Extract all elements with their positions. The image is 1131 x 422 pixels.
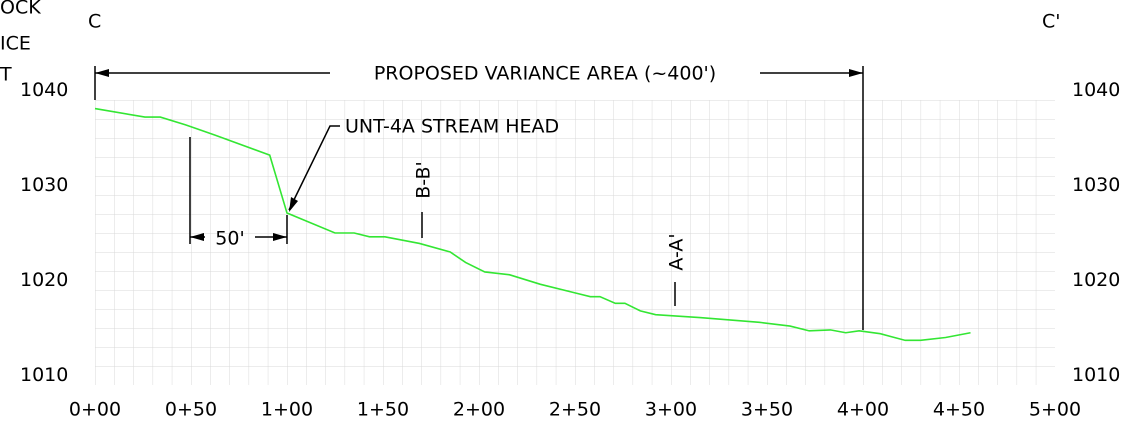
y-tick-label-right: 1030	[1072, 174, 1120, 196]
y-tick-label: 1030	[20, 174, 68, 196]
x-tick-label: 2+50	[549, 399, 601, 421]
x-tick-label: 2+00	[453, 399, 505, 421]
x-tick-label: 1+00	[261, 399, 313, 421]
section-marker: A-A'	[666, 233, 688, 306]
y-tick-label-right: 1020	[1072, 269, 1120, 291]
annotation: OCK	[0, 0, 41, 19]
x-tick-label: 5+00	[1029, 399, 1081, 421]
x-tick-label: 4+50	[933, 399, 985, 421]
y-tick-label: 1010	[20, 364, 68, 386]
annotation: 50'	[215, 228, 244, 250]
annotation: UNT-4A STREAM HEAD	[345, 116, 559, 138]
section-marker: B-B'	[413, 161, 435, 238]
section-label: C'	[1042, 11, 1061, 33]
cut-off-label: OCK ICE T	[0, 0, 41, 86]
annotation: A-A'	[666, 233, 688, 270]
annotation: PROPOSED VARIANCE AREA (~400')	[374, 63, 716, 85]
x-tick-label: 0+50	[165, 399, 217, 421]
section-label: C	[88, 11, 101, 33]
y-tick-label: 1020	[20, 269, 68, 291]
x-tick-label: 1+50	[357, 399, 409, 421]
fifty-foot-dimension: 50'	[189, 137, 288, 250]
annotation: ICE	[0, 33, 31, 55]
annotation: T	[0, 64, 12, 86]
y-tick-label-right: 1040	[1072, 79, 1120, 101]
x-tick-label: 3+50	[741, 399, 793, 421]
x-tick-label: 3+00	[645, 399, 697, 421]
profile-line	[94, 107, 971, 342]
variance-dimension: PROPOSED VARIANCE AREA (~400')	[94, 63, 864, 330]
y-tick-label: 1040	[20, 79, 68, 101]
x-tick-label: 0+00	[69, 399, 121, 421]
annotation: B-B'	[413, 161, 435, 198]
x-tick-label: 4+00	[837, 399, 889, 421]
stream-head-leader: UNT-4A STREAM HEAD	[288, 116, 559, 212]
y-tick-label-right: 1010	[1072, 364, 1120, 386]
